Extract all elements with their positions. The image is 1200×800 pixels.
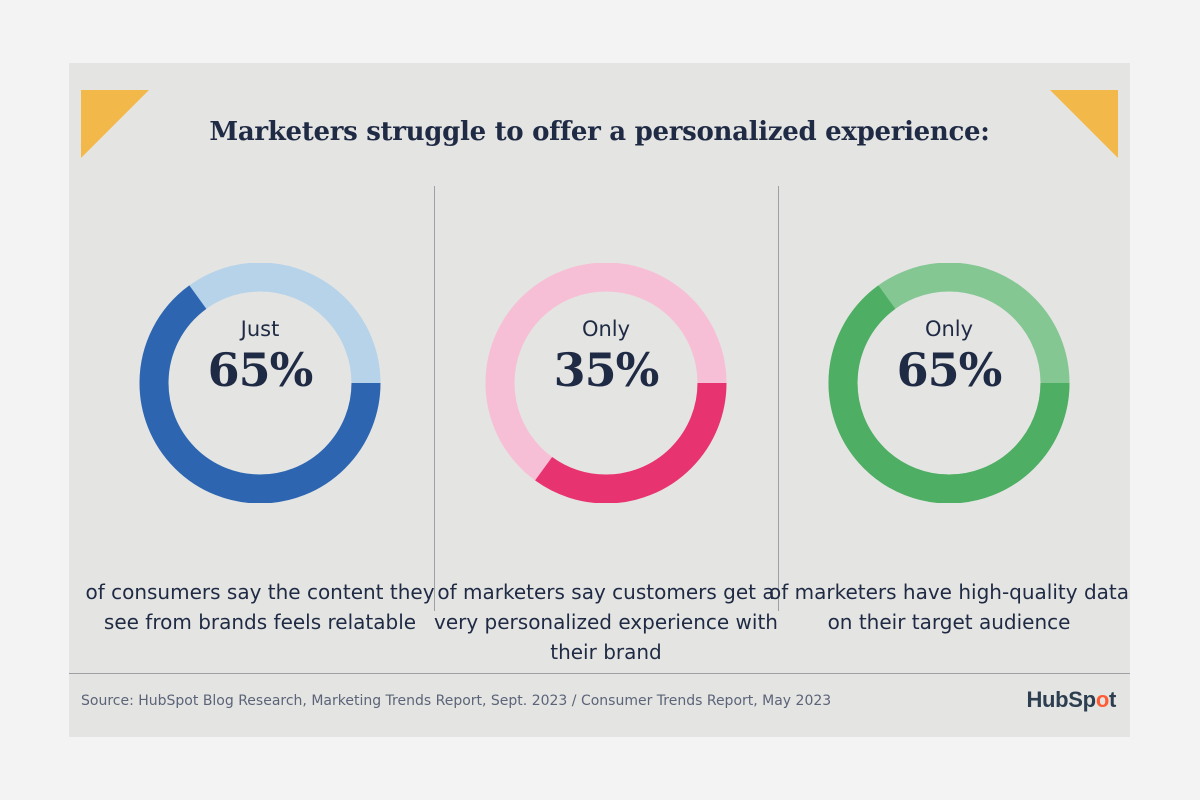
sprocket-icon: o (1095, 687, 1109, 712)
donut-value-segment (139, 263, 381, 503)
donut-chart (485, 263, 727, 503)
stat-description: of consumers say the content they see fr… (85, 580, 435, 634)
stat-description: of marketers have high-quality data on t… (769, 580, 1129, 634)
stat-prefix: Just (240, 317, 280, 341)
stat-value: 65% (896, 343, 1003, 397)
logo-text-left: HubSp (1026, 687, 1096, 712)
column-divider (778, 186, 779, 611)
stat-prefix: Only (581, 317, 631, 341)
source-note: Source: HubSpot Blog Research, Marketing… (81, 693, 832, 709)
column-divider (434, 186, 435, 611)
stat-description: of marketers say customers get a very pe… (434, 580, 778, 664)
corner-accent-right (1050, 90, 1118, 158)
logo-text-right: t (1108, 687, 1116, 712)
stat-value: 65% (207, 343, 314, 397)
page-title: Marketers struggle to offer a personaliz… (209, 117, 990, 147)
donut-chart (828, 263, 1070, 503)
infographic-card: Marketers struggle to offer a personaliz… (69, 63, 1130, 737)
stat-value: 35% (553, 343, 660, 397)
hubspot-logo: HubSpot (1026, 687, 1116, 713)
footer-divider (69, 673, 1130, 674)
donut-value-segment (485, 263, 727, 503)
stat-prefix: Only (924, 317, 974, 341)
donut-value-segment (828, 263, 1070, 503)
corner-accent-left (81, 90, 149, 158)
donut-chart (139, 263, 381, 503)
